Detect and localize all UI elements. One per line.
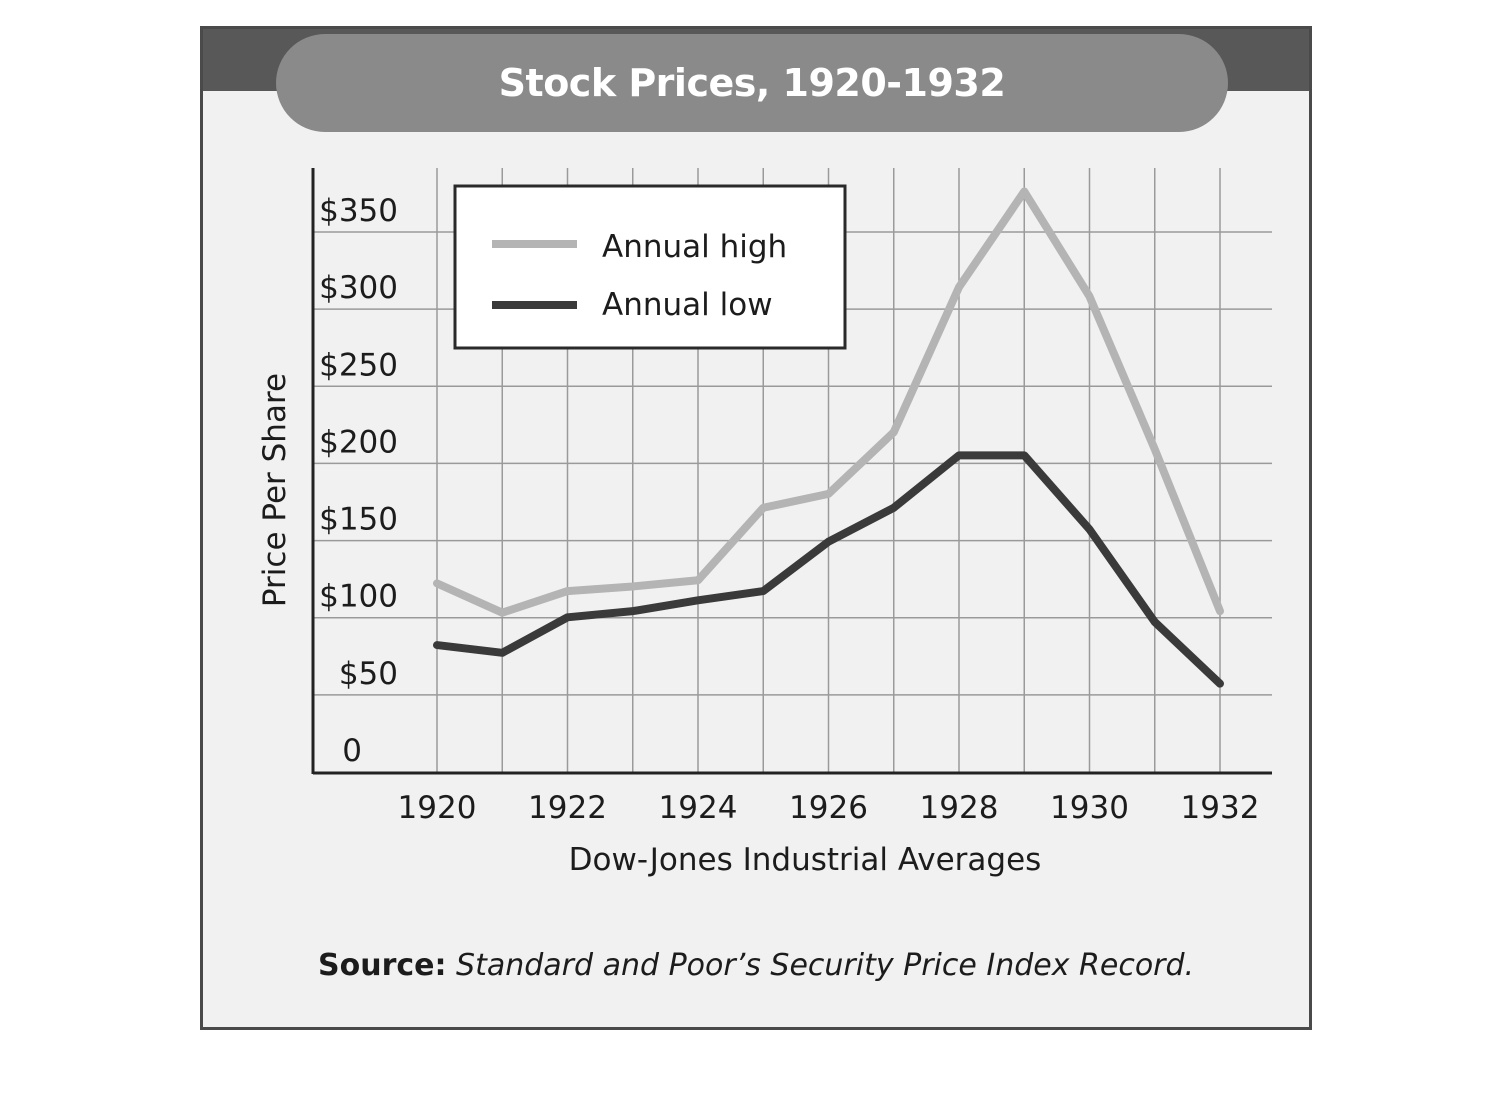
x-tick-label: 1924 xyxy=(659,790,738,826)
y-tick-label: $350 xyxy=(319,193,398,229)
x-tick-label: 1926 xyxy=(789,790,868,826)
legend-label-annual-high: Annual high xyxy=(602,229,787,265)
y-axis-title: Price Per Share xyxy=(257,373,293,607)
legend-label-annual-low: Annual low xyxy=(602,287,773,323)
x-tick-label: 1920 xyxy=(398,790,477,826)
y-tick-labels: 0 $50 $100 $150 $200 $250 $300 $350 xyxy=(319,193,398,769)
x-tick-labels: 1920 1922 1924 1926 1928 1930 1932 xyxy=(398,790,1260,826)
y-tick-label: 0 xyxy=(342,733,362,769)
y-tick-label: $300 xyxy=(319,270,398,306)
series-lines xyxy=(433,187,1224,688)
legend-box xyxy=(453,184,847,350)
x-tick-label: 1922 xyxy=(528,790,607,826)
series-line-annual-low xyxy=(433,451,1224,688)
y-tick-label: $100 xyxy=(319,579,398,615)
x-tick-label: 1932 xyxy=(1181,790,1260,826)
source-note: Source: Standard and Poor’s Security Pri… xyxy=(318,948,1194,983)
axes xyxy=(311,168,1272,775)
y-tick-label: $150 xyxy=(319,502,398,538)
y-tick-label: $200 xyxy=(319,424,398,460)
title-banner: Stock Prices, 1920-1932 xyxy=(276,34,1228,132)
x-tick-label: 1930 xyxy=(1050,790,1129,826)
x-axis-title: Dow-Jones Industrial Averages xyxy=(569,842,1042,878)
legend: Annual high Annual low xyxy=(453,184,847,350)
source-text: Standard and Poor’s Security Price Index… xyxy=(456,948,1195,983)
chart-title: Stock Prices, 1920-1932 xyxy=(498,61,1006,105)
y-tick-label: $50 xyxy=(339,656,398,692)
y-tick-label: $250 xyxy=(319,347,398,383)
series-line-annual-high xyxy=(433,187,1224,617)
source-label: Source: xyxy=(318,948,447,983)
x-tick-label: 1928 xyxy=(920,790,999,826)
